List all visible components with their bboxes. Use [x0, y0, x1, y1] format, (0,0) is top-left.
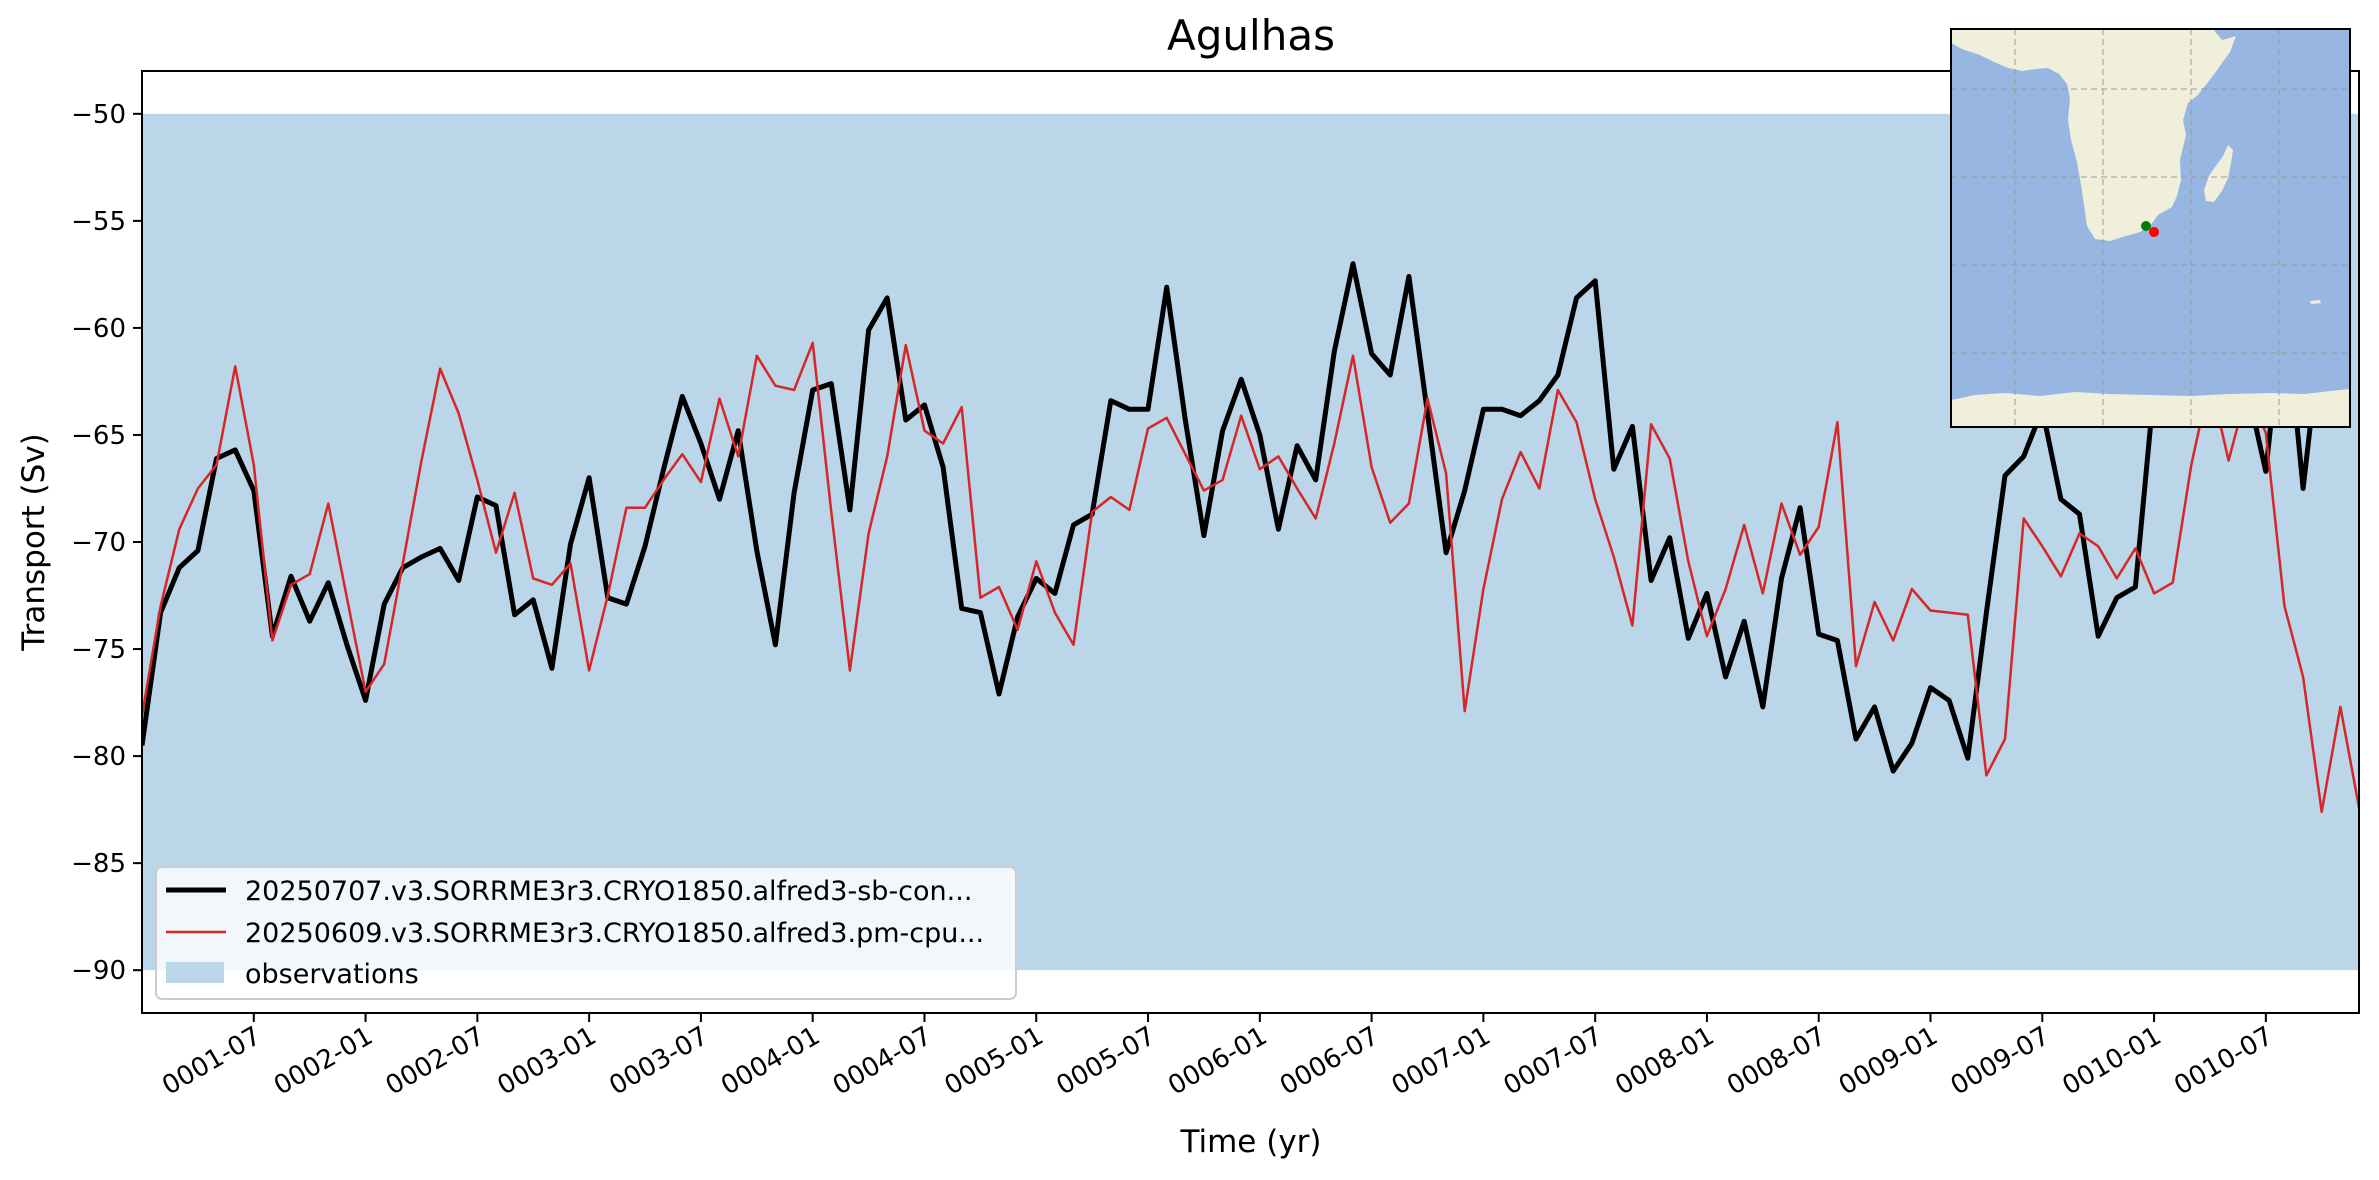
legend: 20250707.v3.SORRME3r3.CRYO1850.alfred3-s…: [155, 866, 1017, 1000]
chart-title: Agulhas: [1167, 11, 1335, 60]
x-tick-label: 0002-01: [269, 1021, 378, 1101]
x-tick-label: 0008-07: [1722, 1021, 1831, 1101]
x-tick-label: 0009-07: [1946, 1021, 2055, 1101]
y-tick-label: −65: [71, 421, 126, 451]
legend-label-series-1: 20250707.v3.SORRME3r3.CRYO1850.alfred3-s…: [245, 876, 972, 907]
y-tick-label: −75: [71, 635, 126, 665]
x-axis: 0001-07 0002-01 0002-07 0003-01 0003-07 0004-…: [157, 1013, 2278, 1101]
africa-landmass: [1951, 29, 2236, 241]
legend-label-series-2: 20250609.v3.SORRME3r3.CRYO1850.alfred3.p…: [245, 918, 984, 949]
map-gridlines: [1951, 29, 2350, 427]
madagascar: [2204, 145, 2233, 202]
x-tick-label: 0003-01: [493, 1021, 602, 1101]
x-tick-label: 0004-07: [828, 1021, 937, 1101]
x-tick-label: 0010-07: [2169, 1021, 2278, 1101]
marker-red-point: [2149, 227, 2159, 237]
island: [2310, 300, 2321, 304]
x-tick-label: 0001-07: [157, 1021, 266, 1101]
legend-box: [155, 866, 1017, 1000]
series-line-2: [142, 341, 2359, 814]
legend-label-observations: observations: [245, 959, 419, 990]
x-axis-label: Time (yr): [1180, 1124, 1322, 1160]
x-tick-label: 0006-07: [1275, 1021, 1384, 1101]
antarctica: [1951, 389, 2350, 427]
map-frame: [1950, 28, 2351, 428]
series-line-1: [142, 261, 2343, 774]
y-tick-label: −85: [71, 849, 126, 879]
x-tick-label: 0006-01: [1163, 1021, 1272, 1101]
y-axis-label: Transport (Sv): [16, 433, 52, 652]
x-tick-label: 0007-07: [1499, 1021, 1608, 1101]
y-tick-label: −55: [71, 207, 126, 237]
y-tick-label: −60: [71, 314, 126, 344]
y-tick-label: −70: [71, 528, 126, 558]
inset-map: [1950, 28, 2351, 428]
x-tick-label: 0004-01: [716, 1021, 825, 1101]
x-tick-label: 0008-01: [1610, 1021, 1719, 1101]
x-tick-label: 0005-07: [1051, 1021, 1160, 1101]
marker-green-point: [2141, 221, 2151, 231]
y-tick-label: −80: [71, 742, 126, 772]
legend-swatch-observations: [166, 962, 224, 983]
x-tick-label: 0003-07: [604, 1021, 713, 1101]
y-axis: −90 −85 −80 −75 −70 −65 −60 −55 −50: [71, 100, 142, 986]
x-tick-label: 0009-01: [1834, 1021, 1943, 1101]
x-tick-label: 0005-01: [940, 1021, 1049, 1101]
x-tick-label: 0010-01: [2057, 1021, 2166, 1101]
x-tick-label: 0007-01: [1387, 1021, 1496, 1101]
y-tick-label: −50: [71, 100, 126, 130]
y-tick-label: −90: [71, 956, 126, 986]
x-tick-label: 0002-07: [381, 1021, 490, 1101]
